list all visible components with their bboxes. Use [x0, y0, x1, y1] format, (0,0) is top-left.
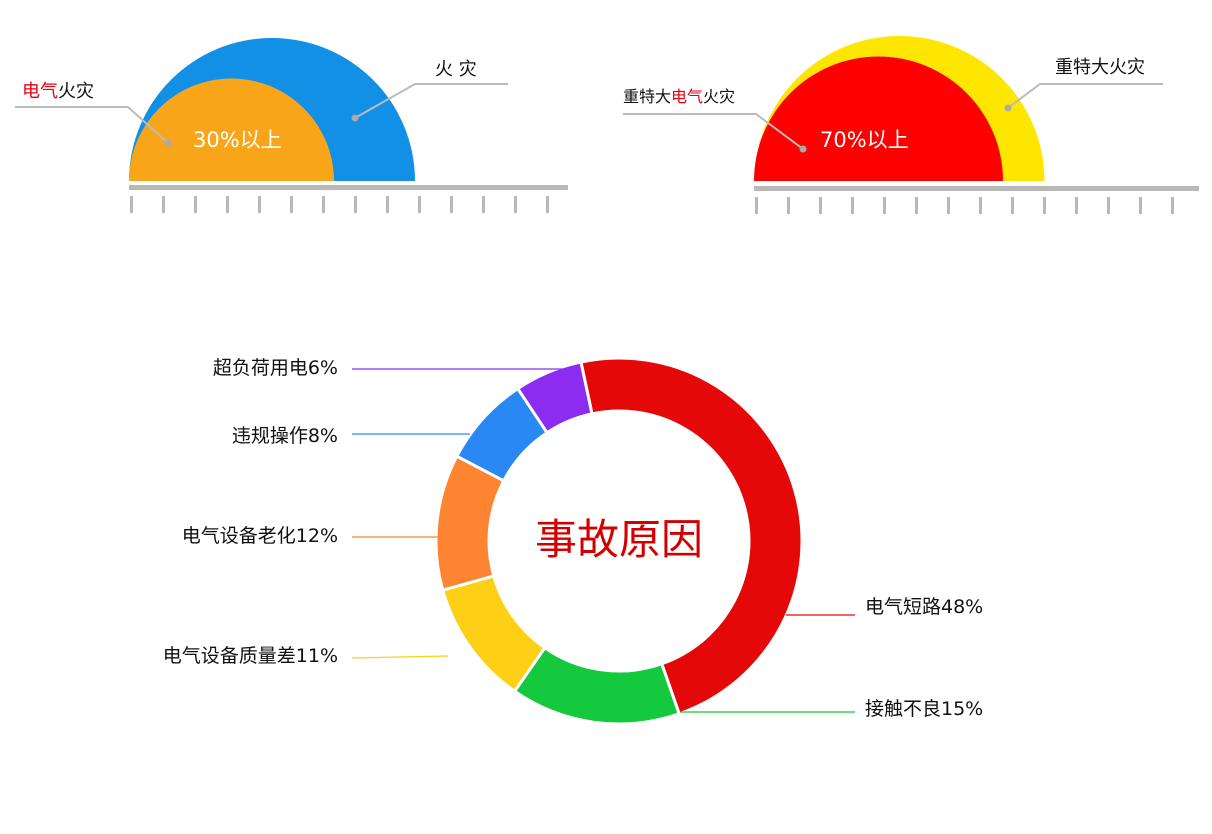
donut-leader-lines — [351, 368, 855, 713]
gauge-tick — [290, 196, 293, 213]
gauge-tick — [546, 196, 549, 213]
gauge-tick — [1043, 197, 1046, 214]
leader-dot — [164, 139, 172, 147]
gauge-outer-label: 火 灾 — [435, 59, 477, 80]
gauge-tick — [514, 196, 517, 213]
gauge-tick — [418, 196, 421, 213]
leader-dot — [351, 114, 359, 122]
donut-segment-poor-contact — [512, 645, 682, 726]
gauge-tick — [386, 196, 389, 213]
gauge-tick — [1139, 197, 1142, 214]
chart-title: 事故原因 — [534, 515, 703, 564]
gauge-tick — [819, 197, 822, 214]
gauge-tick — [258, 196, 261, 213]
gauge-tick — [482, 196, 485, 213]
leader-dot — [799, 145, 807, 153]
gauge-percent: 30%以上 — [193, 128, 282, 152]
gauge-tick — [354, 196, 357, 213]
gauge-tick — [883, 197, 886, 214]
leader-dot — [1004, 104, 1012, 112]
data-label-overload: 超负荷用电6% — [212, 357, 338, 379]
data-label-violation: 违规操作8% — [231, 425, 338, 447]
gauge-tick — [979, 197, 982, 214]
gauge-tick — [194, 196, 197, 213]
gauge-tick — [322, 196, 325, 213]
data-label-equipment-quality: 电气设备质量差11% — [162, 645, 338, 667]
leader-line-outer — [1007, 83, 1163, 109]
gauge-baseline — [754, 186, 1199, 191]
gauge-tick — [1011, 197, 1014, 214]
gauge-tick — [787, 197, 790, 214]
leader-line-inner — [623, 113, 804, 150]
gauge-tick — [1107, 197, 1110, 214]
gauge-inner-label: 电气火灾 — [22, 81, 94, 102]
gauge-tick — [851, 197, 854, 214]
gauge-major-fire — [623, 36, 1199, 214]
data-label-equipment-aging: 电气设备老化12% — [181, 525, 338, 547]
gauge-baseline — [129, 185, 568, 190]
gauge-tick — [755, 197, 758, 214]
gauge-tick — [162, 196, 165, 213]
gauge-outer-label: 重特大火灾 — [1055, 57, 1145, 78]
donut-chart — [434, 356, 804, 726]
gauge-tick — [947, 197, 950, 214]
gauge-percent: 70%以上 — [820, 128, 909, 152]
leader-line-inner — [15, 106, 169, 144]
data-label-short-circuit: 电气短路48% — [865, 596, 984, 618]
donut-segment-short-circuit — [579, 356, 804, 716]
gauge-inner-semicircle — [129, 78, 334, 181]
leader-line-outer — [354, 83, 508, 119]
gauge-inner-semicircle — [754, 56, 1003, 181]
gauge-ticks — [755, 197, 1174, 214]
data-label-poor-contact: 接触不良15% — [865, 698, 984, 720]
gauge-tick — [915, 197, 918, 214]
gauge-fire — [15, 38, 568, 213]
gauge-tick — [1075, 197, 1078, 214]
gauge-inner-label: 重特大电气火灾 — [623, 87, 736, 106]
gauge-tick — [130, 196, 133, 213]
gauge-ticks — [130, 196, 549, 213]
gauge-tick — [226, 196, 229, 213]
gauge-tick — [450, 196, 453, 213]
donut-segment-overload — [515, 360, 594, 435]
gauge-tick — [1171, 197, 1174, 214]
leader-line-equipment-quality — [351, 655, 449, 659]
